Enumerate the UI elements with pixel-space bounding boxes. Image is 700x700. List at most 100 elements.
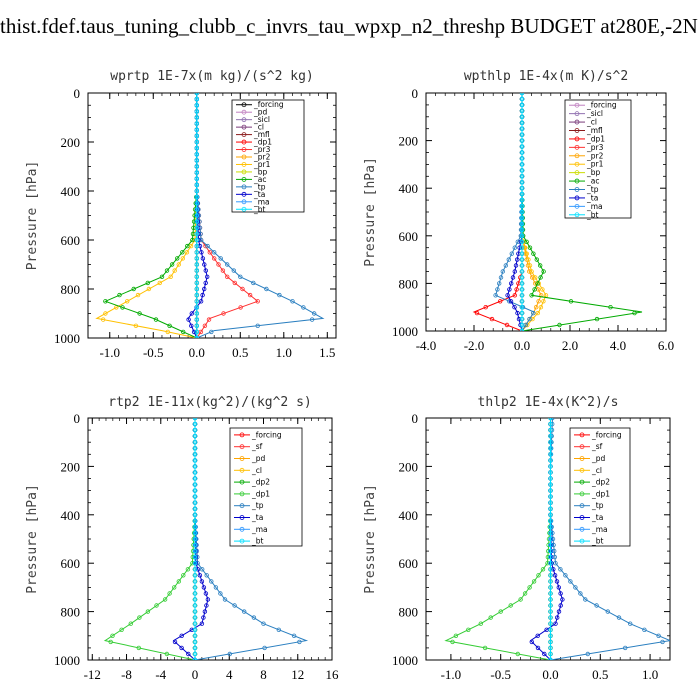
series-line-ta (172, 418, 209, 660)
legend-entry: _dp1 (586, 134, 605, 143)
legend-entry: _ma (591, 525, 608, 534)
y-tick-label: 600 (399, 556, 419, 571)
y-tick-label: 800 (399, 605, 419, 620)
legend-marker (574, 119, 580, 125)
series-marker (493, 293, 498, 298)
legend-marker (574, 144, 580, 150)
series-marker (180, 250, 185, 255)
series-marker (558, 567, 563, 572)
series-marker (548, 524, 553, 530)
series-marker (194, 280, 199, 286)
series-marker (192, 603, 198, 608)
legend-entry: _dp1 (251, 489, 270, 498)
series-marker (642, 627, 647, 632)
legend-entry: _bt (591, 537, 604, 546)
series-marker (531, 251, 536, 256)
series-marker (224, 262, 230, 267)
series-marker (548, 470, 553, 475)
series-marker (548, 567, 553, 572)
legend-marker (241, 176, 247, 182)
series-marker (179, 633, 184, 638)
series-group (472, 93, 643, 331)
series-marker (519, 233, 525, 238)
series-marker (176, 579, 181, 584)
series-marker (522, 591, 528, 596)
series-marker (632, 310, 637, 316)
legend-box (569, 427, 631, 547)
series-marker (538, 263, 543, 268)
series-marker (513, 263, 519, 268)
y-tick-label: 600 (61, 556, 81, 571)
legend-marker (574, 203, 580, 209)
series-marker (583, 597, 588, 602)
series-marker (137, 311, 142, 316)
series-marker (527, 263, 533, 268)
legend-entry: _pr1 (253, 160, 271, 169)
series-marker (548, 494, 553, 499)
series-marker (553, 561, 558, 566)
series-marker (568, 299, 574, 304)
series-marker (110, 633, 115, 638)
series-marker (117, 292, 122, 298)
series-marker (169, 262, 175, 267)
series-marker (605, 609, 610, 614)
series-marker (194, 250, 199, 255)
y-axis-label: Pressure [hPa] (363, 157, 378, 267)
series-marker (518, 597, 523, 602)
series-marker (192, 446, 198, 451)
legend-entry: _ac (253, 175, 266, 184)
series-marker (194, 207, 199, 212)
series-line-dp1 (472, 93, 523, 331)
series-marker (548, 464, 553, 469)
series-marker (516, 316, 522, 322)
series-marker (297, 639, 302, 645)
series-line-dp1 (444, 418, 551, 660)
x-tick-label: 0.0 (542, 667, 558, 682)
series-marker (194, 109, 199, 114)
x-tick-label: 1.5 (319, 345, 335, 360)
series-marker (556, 585, 561, 590)
series-marker (538, 305, 544, 310)
series-marker (192, 621, 198, 626)
series-marker (194, 194, 199, 200)
series-marker (548, 440, 553, 445)
series-marker (548, 651, 553, 657)
series-marker (194, 237, 199, 243)
legend-marker (574, 128, 580, 133)
legend-marker (241, 139, 247, 145)
series-marker (211, 250, 217, 255)
series-marker (519, 126, 525, 131)
x-tick-label: 0.5 (232, 345, 248, 360)
legend-marker (574, 195, 580, 201)
series-marker (192, 452, 198, 457)
series-marker (194, 262, 199, 267)
series-marker (519, 275, 525, 280)
series-marker (312, 311, 317, 316)
legend-entry: _pd (253, 108, 268, 117)
series-marker (194, 121, 199, 126)
legend-marker (241, 184, 247, 190)
legend-marker (579, 479, 585, 485)
series-marker (167, 323, 172, 328)
series-marker (153, 317, 159, 322)
series-marker (535, 281, 540, 286)
legend-marker (239, 515, 245, 520)
series-marker (185, 567, 191, 572)
series-marker (519, 120, 525, 125)
series-group (95, 93, 325, 338)
series-marker (194, 170, 199, 175)
legend-entry: _ac (586, 177, 599, 186)
series-marker (660, 639, 665, 645)
legend-entry: _ma (253, 197, 270, 206)
series-marker (264, 286, 269, 292)
legend-entry: _ta (586, 193, 598, 202)
y-tick-label: 400 (399, 508, 419, 523)
legend: _forcing_pd_sicl_cl_mfl_dp1_pr3_pr2_pr1_… (231, 99, 305, 214)
page-title: thist.fdef.taus_tuning_clubb_c_invrs_tau… (0, 14, 698, 38)
series-marker (211, 256, 217, 261)
series-marker (199, 250, 204, 255)
series-marker (519, 316, 525, 322)
legend-marker (239, 491, 245, 497)
series-marker (137, 615, 142, 620)
series-marker (194, 329, 199, 335)
